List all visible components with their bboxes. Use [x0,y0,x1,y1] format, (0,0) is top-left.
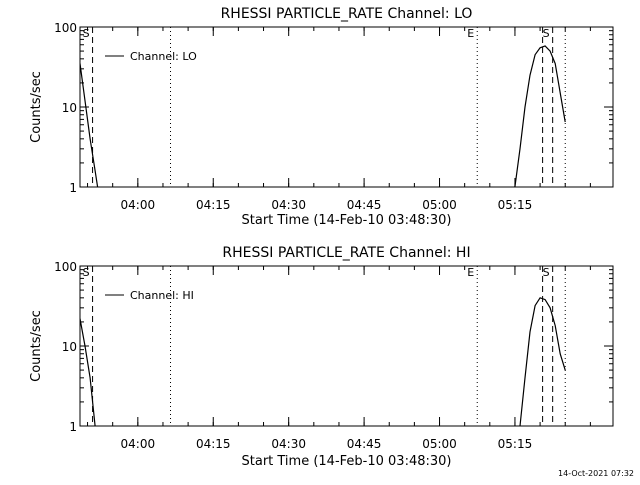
x-tick-label: 04:45 [347,437,382,451]
footer-timestamp: 14-Oct-2021 07:32 [558,469,634,478]
y-tick-label: 100 [54,260,77,274]
x-tick-label: 04:15 [196,437,231,451]
x-tick-label: 04:45 [347,198,382,212]
y-tick-label: 1 [69,420,77,434]
marker-label: E [467,27,474,40]
x-tick-label: 04:00 [121,198,156,212]
x-axis-title: Start Time (14-Feb-10 03:48:30) [242,213,452,228]
y-axis-title: Counts/sec [29,310,44,382]
y-axis-title: Counts/sec [29,71,44,143]
y-tick-label: 10 [62,101,77,115]
x-tick-label: 05:15 [498,198,533,212]
marker-label: S [83,27,90,40]
series-line [80,63,99,187]
x-tick-label: 05:15 [498,437,533,451]
series-line [80,318,96,426]
x-tick-label: 05:00 [422,437,457,451]
chart-panel-2: RHESSI PARTICLE_RATE Channel: HI S E S Chann… [29,245,614,469]
x-tick-label: 04:15 [196,198,231,212]
y-tick-label: 100 [54,21,77,35]
x-tick-label: 04:00 [121,437,156,451]
chart-title: RHESSI PARTICLE_RATE Channel: HI [222,245,470,261]
legend-entry: Channel: LO [130,50,197,63]
chart-title: RHESSI PARTICLE_RATE Channel: LO [221,6,473,22]
marker-label: S [543,266,550,279]
marker-label: S [543,27,550,40]
series-line [519,297,566,426]
y-tick-label: 10 [62,340,77,354]
x-tick-label: 04:30 [271,437,306,451]
marker-label: S [83,266,90,279]
series-line [514,45,566,187]
legend-entry: Channel: HI [130,289,194,302]
x-axis-title: Start Time (14-Feb-10 03:48:30) [242,454,452,469]
y-tick-label: 1 [69,181,77,195]
chart-panel-1: RHESSI PARTICLE_RATE Channel: LO S E S Chann… [29,6,614,228]
marker-label: E [467,266,474,279]
x-tick-label: 04:30 [271,198,306,212]
x-tick-label: 05:00 [422,198,457,212]
